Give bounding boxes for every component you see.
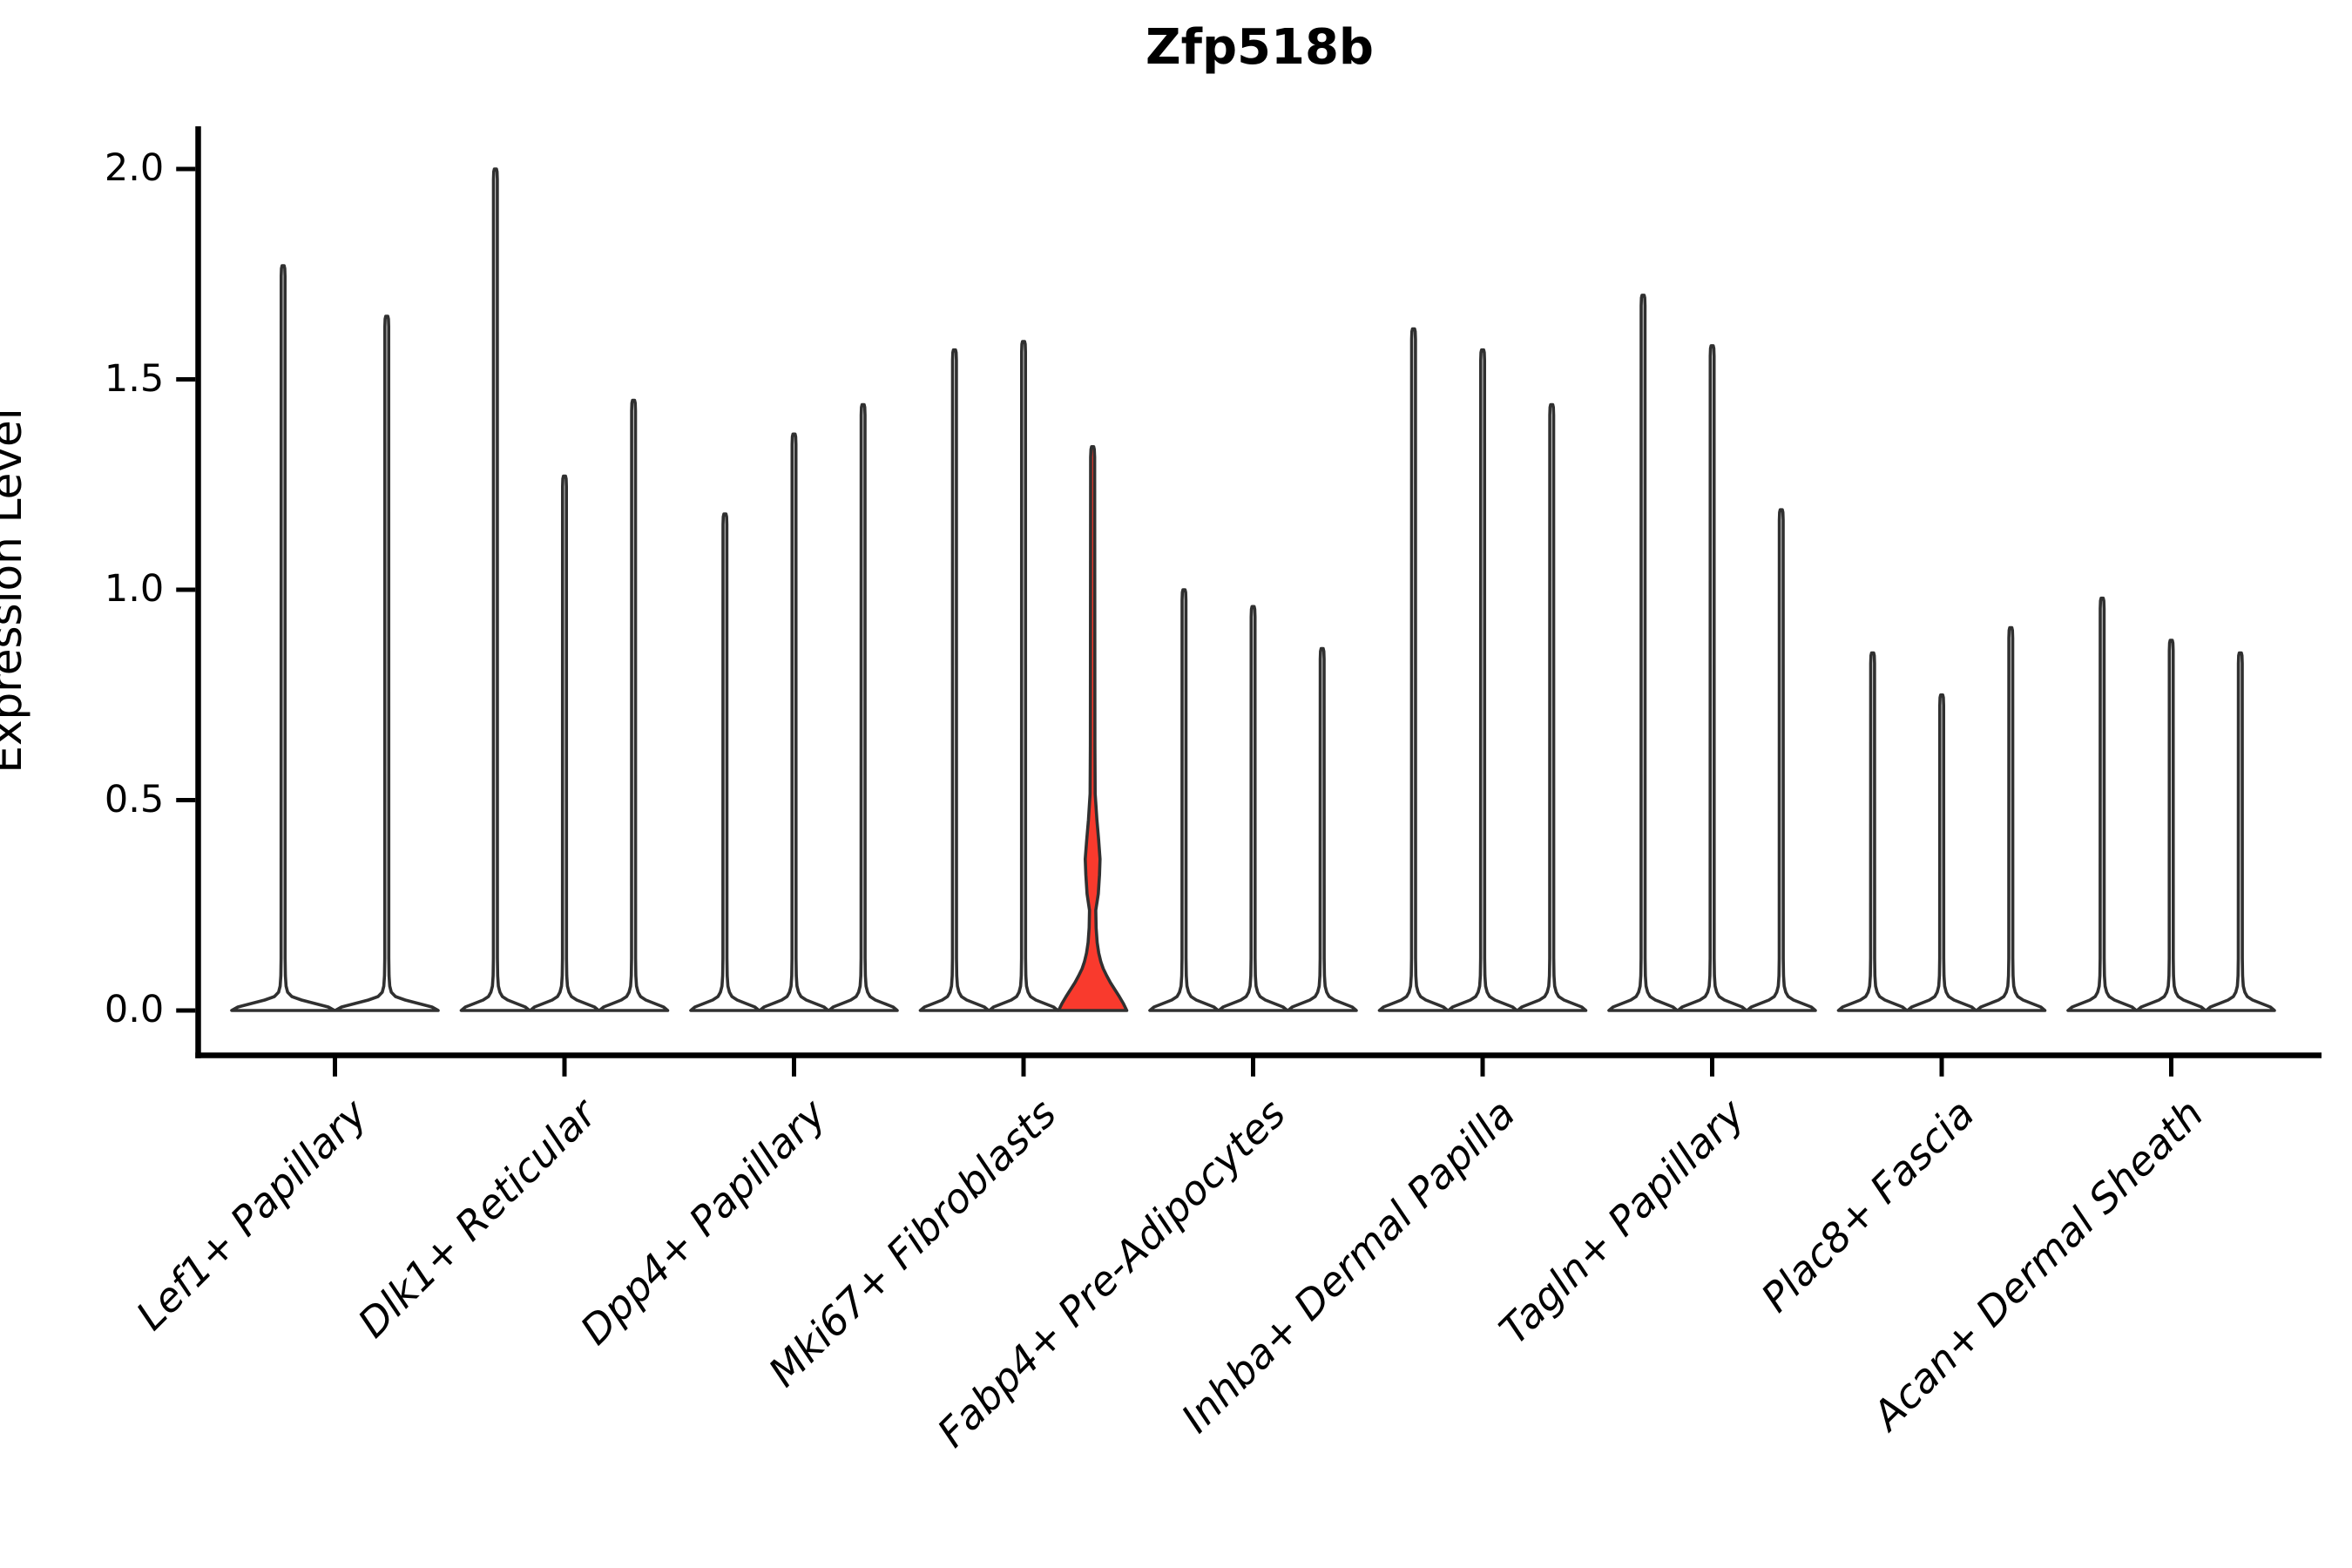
y-tick-mark — [176, 166, 196, 172]
chart-title: Zfp518b — [1145, 19, 1375, 76]
violin — [1975, 625, 2047, 1012]
violin — [1676, 344, 1748, 1012]
violin — [2204, 651, 2276, 1012]
violin — [1217, 605, 1289, 1012]
x-tick-mark — [2169, 1057, 2173, 1077]
violin — [2135, 639, 2207, 1012]
violin — [598, 398, 670, 1012]
y-tick-label: 0.0 — [104, 988, 165, 1031]
x-tick-mark — [1710, 1057, 1714, 1077]
violin — [988, 340, 1059, 1012]
violin — [827, 402, 899, 1012]
y-tick-label: 1.0 — [104, 567, 165, 611]
violin — [689, 512, 761, 1012]
y-tick-label: 1.5 — [104, 356, 165, 401]
violin — [230, 264, 336, 1012]
y-tick-mark — [176, 587, 196, 592]
violin — [1516, 402, 1588, 1012]
violin — [529, 474, 600, 1012]
y-tick-label: 0.5 — [104, 777, 165, 821]
x-tick-mark — [562, 1057, 567, 1077]
violin — [1836, 651, 1909, 1012]
violin — [1377, 327, 1450, 1012]
violin — [758, 432, 830, 1012]
violin — [1447, 348, 1518, 1012]
y-axis-spine — [195, 126, 201, 1058]
violin — [459, 167, 531, 1012]
x-tick-mark — [1480, 1057, 1485, 1077]
violin-highlighted — [1057, 444, 1129, 1012]
x-tick-mark — [333, 1057, 337, 1077]
x-tick-mark — [1251, 1057, 1255, 1077]
violin — [1286, 646, 1358, 1012]
violin — [1148, 588, 1220, 1012]
violin — [1607, 294, 1680, 1012]
violin — [334, 314, 440, 1012]
y-tick-mark — [176, 1008, 196, 1013]
violin — [2066, 596, 2139, 1012]
y-tick-mark — [176, 798, 196, 802]
x-axis-spine — [195, 1052, 2322, 1058]
violin — [918, 348, 990, 1012]
x-tick-mark — [1939, 1057, 1944, 1077]
y-tick-mark — [176, 377, 196, 382]
violin — [1745, 508, 1817, 1012]
x-tick-mark — [792, 1057, 796, 1077]
x-tick-mark — [1021, 1057, 1026, 1077]
y-tick-label: 2.0 — [104, 146, 165, 190]
violin — [1906, 693, 1977, 1012]
